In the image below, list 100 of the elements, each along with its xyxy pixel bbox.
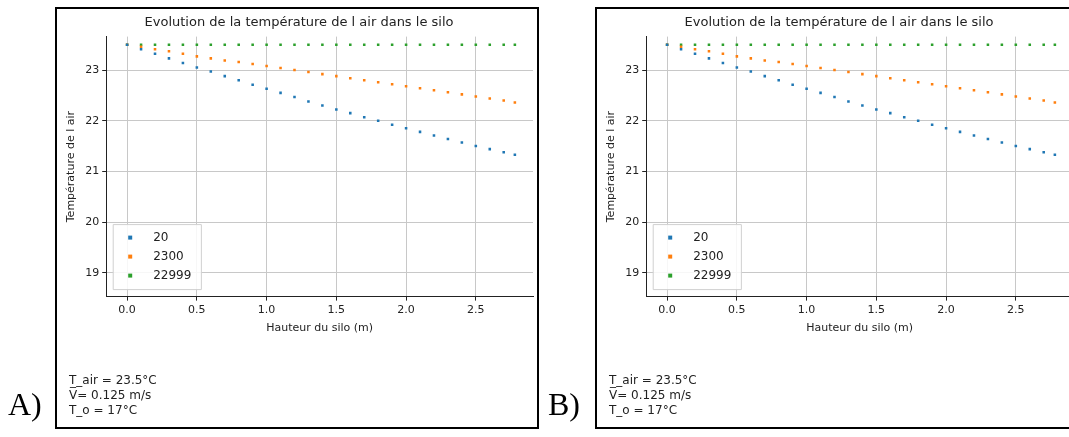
point [418, 43, 422, 46]
point [861, 104, 864, 107]
point [833, 95, 836, 99]
x-tick-label: 0.5 [728, 303, 746, 317]
legend-label: 20 [693, 229, 709, 244]
x-tick-label: 2.0 [397, 303, 415, 317]
point [902, 43, 906, 46]
point [502, 99, 505, 102]
point [944, 127, 948, 130]
point [181, 43, 185, 46]
point [875, 108, 878, 111]
legend-label: 20 [153, 229, 169, 244]
point [209, 43, 213, 46]
point [349, 111, 352, 115]
point [1014, 43, 1018, 46]
point [167, 57, 171, 60]
text: T_o = 17°C [69, 403, 138, 418]
point [432, 43, 436, 46]
point [460, 141, 464, 144]
point [930, 43, 934, 46]
chart-title: Evolution de la température de l air dans le silo [144, 14, 454, 30]
point [251, 83, 254, 87]
point [902, 115, 906, 119]
text: B) [548, 386, 580, 422]
point [1053, 101, 1057, 104]
point [293, 43, 296, 46]
x-tick-label: 2.5 [467, 303, 485, 317]
point [1042, 99, 1045, 102]
y-tick-label: 23 [85, 62, 100, 76]
point [819, 91, 822, 95]
x-tick-label: 1.5 [327, 303, 346, 317]
chart-title: Evolution de la température de l air dans le silo [684, 14, 994, 30]
point [875, 74, 878, 78]
point [972, 134, 976, 137]
y-tick-label: 21 [625, 164, 640, 178]
point [763, 43, 767, 46]
y-axis-title: Température de l air [64, 110, 78, 224]
point [209, 70, 213, 73]
point [930, 82, 934, 86]
x-tick-label: 0.0 [118, 303, 136, 317]
point [875, 43, 878, 46]
point [167, 43, 171, 46]
y-tick-label: 21 [85, 164, 100, 178]
point [944, 43, 948, 46]
point [1028, 147, 1032, 151]
point [195, 66, 199, 69]
point [237, 43, 240, 46]
point [460, 43, 464, 46]
point [749, 57, 753, 60]
point [1028, 97, 1032, 100]
point [513, 101, 517, 104]
point [847, 43, 850, 46]
point [488, 43, 492, 46]
point [735, 43, 739, 46]
point [390, 82, 394, 86]
point [321, 72, 324, 76]
point [404, 43, 408, 46]
point [763, 59, 767, 62]
point [833, 43, 836, 46]
point [777, 78, 780, 82]
point [376, 119, 380, 123]
x-tick-label: 1.0 [257, 303, 276, 317]
point [376, 43, 380, 46]
point [861, 72, 864, 76]
point [1042, 43, 1045, 46]
point [265, 64, 268, 68]
point [321, 104, 324, 107]
x-tick-label: 0.5 [188, 303, 206, 317]
point [791, 43, 794, 46]
point [1000, 43, 1004, 46]
point [223, 74, 227, 78]
y-tick-label: 22 [625, 113, 640, 127]
point [972, 43, 976, 46]
point [265, 87, 268, 91]
x-axis-title: Hauteur du silo (m) [266, 321, 374, 335]
y-tick-label: 22 [85, 113, 100, 127]
legend-label: 22999 [153, 267, 192, 282]
point [1053, 43, 1057, 46]
text: V̅= 0.125 m/s [69, 388, 153, 403]
x-axis-title: Hauteur du silo (m) [806, 321, 914, 335]
legend-label: 22999 [693, 267, 732, 282]
text: T_air = 23.5°C [609, 373, 697, 388]
legend-label: 2300 [153, 248, 184, 263]
y-tick-label: 20 [625, 214, 640, 228]
point [861, 43, 864, 46]
point [153, 48, 157, 51]
y-tick-label: 19 [85, 265, 100, 279]
point [335, 43, 338, 46]
point [791, 62, 794, 66]
point [513, 43, 517, 46]
text: A) [8, 386, 42, 422]
y-tick-label: 19 [625, 265, 640, 279]
legend-label: 2300 [693, 248, 724, 263]
point [819, 66, 822, 70]
point [735, 66, 739, 69]
point [237, 60, 240, 64]
point [335, 108, 338, 111]
point [1000, 93, 1004, 96]
point [1028, 43, 1032, 46]
point [432, 134, 436, 137]
